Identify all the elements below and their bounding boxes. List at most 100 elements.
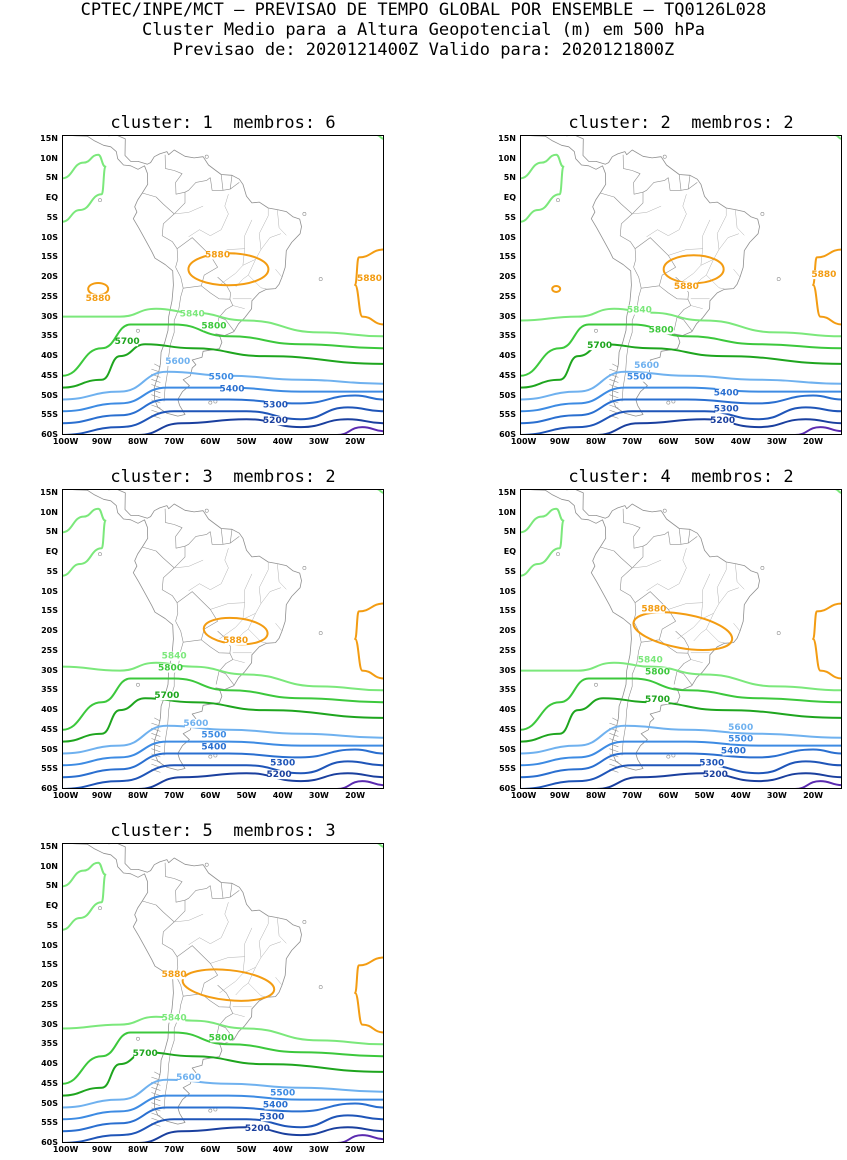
contour-label-bg	[628, 372, 651, 382]
country-border	[163, 267, 184, 402]
contour-label-bg	[116, 337, 139, 347]
contour-label: 5800	[645, 668, 670, 678]
country-border	[229, 529, 233, 544]
contour-label: 5300	[699, 758, 724, 768]
contour-label-bg	[700, 758, 723, 768]
lon-tick-label: 20W	[803, 437, 824, 446]
state-border	[248, 628, 267, 644]
coastline-layer	[61, 479, 323, 773]
lat-tick-label: 20S	[499, 626, 516, 636]
country-border	[176, 591, 218, 643]
country-border	[163, 621, 184, 756]
country-border	[220, 882, 224, 899]
island	[208, 754, 213, 759]
lon-tick-label: 90W	[91, 1145, 112, 1154]
state-border	[277, 563, 287, 590]
lat-tick-label: 15N	[498, 133, 516, 143]
island	[318, 631, 323, 635]
contour-label-bg	[642, 604, 665, 614]
island	[594, 328, 598, 333]
lat-tick-label: 55S	[499, 410, 516, 420]
country-border	[622, 154, 644, 195]
state-border	[232, 659, 245, 663]
lat-tick-label: 25S	[41, 999, 58, 1009]
contour-5800	[519, 323, 843, 377]
state-border	[174, 913, 204, 923]
lat-tick-label: 30S	[41, 1019, 58, 1029]
state-border	[718, 233, 739, 250]
lon-tick-label: 90W	[549, 791, 570, 800]
archipelago-coast	[154, 1071, 161, 1076]
contour-label: 5200	[245, 1124, 270, 1134]
contour-label: 5840	[162, 1014, 187, 1024]
contour-label: 5880	[205, 250, 230, 260]
lat-tick-label: 40S	[499, 351, 516, 361]
members-count: 2	[783, 467, 794, 487]
lon-tick-label: 40W	[272, 1145, 293, 1154]
state-border	[188, 583, 222, 592]
contour-label-bg	[264, 400, 287, 410]
country-border	[678, 174, 682, 191]
map-frame: 5880 5840 5800 5700 5600 5500 5400 5300 5200	[61, 479, 385, 793]
lat-tick-label: 55S	[41, 764, 58, 774]
country-border	[229, 883, 233, 898]
country-border	[676, 317, 693, 332]
contour-label: 5600	[634, 361, 659, 371]
lat-tick-label: 40S	[41, 351, 58, 361]
archipelago-coast	[151, 748, 161, 753]
contour-label: 5700	[133, 1049, 158, 1059]
lon-tick-label: 30W	[308, 437, 329, 446]
country-border	[634, 237, 676, 289]
coastline-layer	[519, 479, 781, 773]
archipelago-coast	[609, 738, 619, 742]
contour-label: 5880	[357, 274, 382, 284]
lat-tick-label: 10S	[41, 586, 58, 596]
lon-tick-label: 60W	[200, 791, 221, 800]
country-border	[673, 653, 692, 685]
contour-5400	[61, 394, 385, 425]
contour-label-bg	[210, 1033, 233, 1043]
state-border	[646, 583, 680, 592]
contour-label: 5880	[86, 294, 111, 304]
contour-label-bg	[202, 321, 225, 331]
lat-tick-label: 10S	[499, 586, 516, 596]
cluster-number: 3	[202, 467, 213, 487]
country-border	[173, 177, 211, 215]
archipelago-coast	[151, 404, 161, 409]
map-border	[520, 489, 842, 789]
state-border	[733, 623, 741, 632]
map-border	[62, 489, 384, 789]
map-frame: 5880 5840 5800 5700 5600 5500 5400 5300 5200	[61, 833, 385, 1147]
lat-tick-label: 55S	[41, 410, 58, 420]
lon-tick-label: 50W	[236, 437, 257, 446]
contour-label-bg	[704, 770, 727, 780]
country-border	[600, 192, 633, 215]
contour-5400	[519, 748, 843, 779]
state-border	[678, 194, 687, 230]
contour-label: 5300	[714, 404, 739, 414]
contour-label-bg	[87, 293, 110, 303]
country-border	[210, 531, 240, 545]
contour-5600	[519, 370, 843, 401]
contour-label-bg	[639, 655, 662, 665]
archipelago-coast	[609, 404, 619, 409]
state-border	[260, 941, 281, 958]
members-count: 2	[783, 113, 794, 133]
lon-tick-label: 100W	[510, 791, 537, 800]
members-count: 3	[325, 821, 336, 841]
island	[98, 906, 102, 911]
lat-tick-label: 15N	[40, 133, 58, 143]
lon-tick-label: 50W	[236, 791, 257, 800]
archipelago-coast	[609, 379, 619, 383]
lat-tick-label: 25S	[41, 645, 58, 655]
lat-tick-label: 60S	[499, 430, 516, 439]
country-border	[600, 546, 633, 569]
country-border	[173, 531, 211, 569]
state-border	[702, 573, 711, 603]
panel-title: cluster: 5 membros: 3	[62, 820, 384, 842]
contour-label: 5500	[728, 735, 753, 745]
header-line-3: Previsao de: 2020121400Z Valido para: 20…	[172, 40, 675, 60]
country-border	[621, 621, 642, 756]
state-border	[242, 249, 262, 266]
